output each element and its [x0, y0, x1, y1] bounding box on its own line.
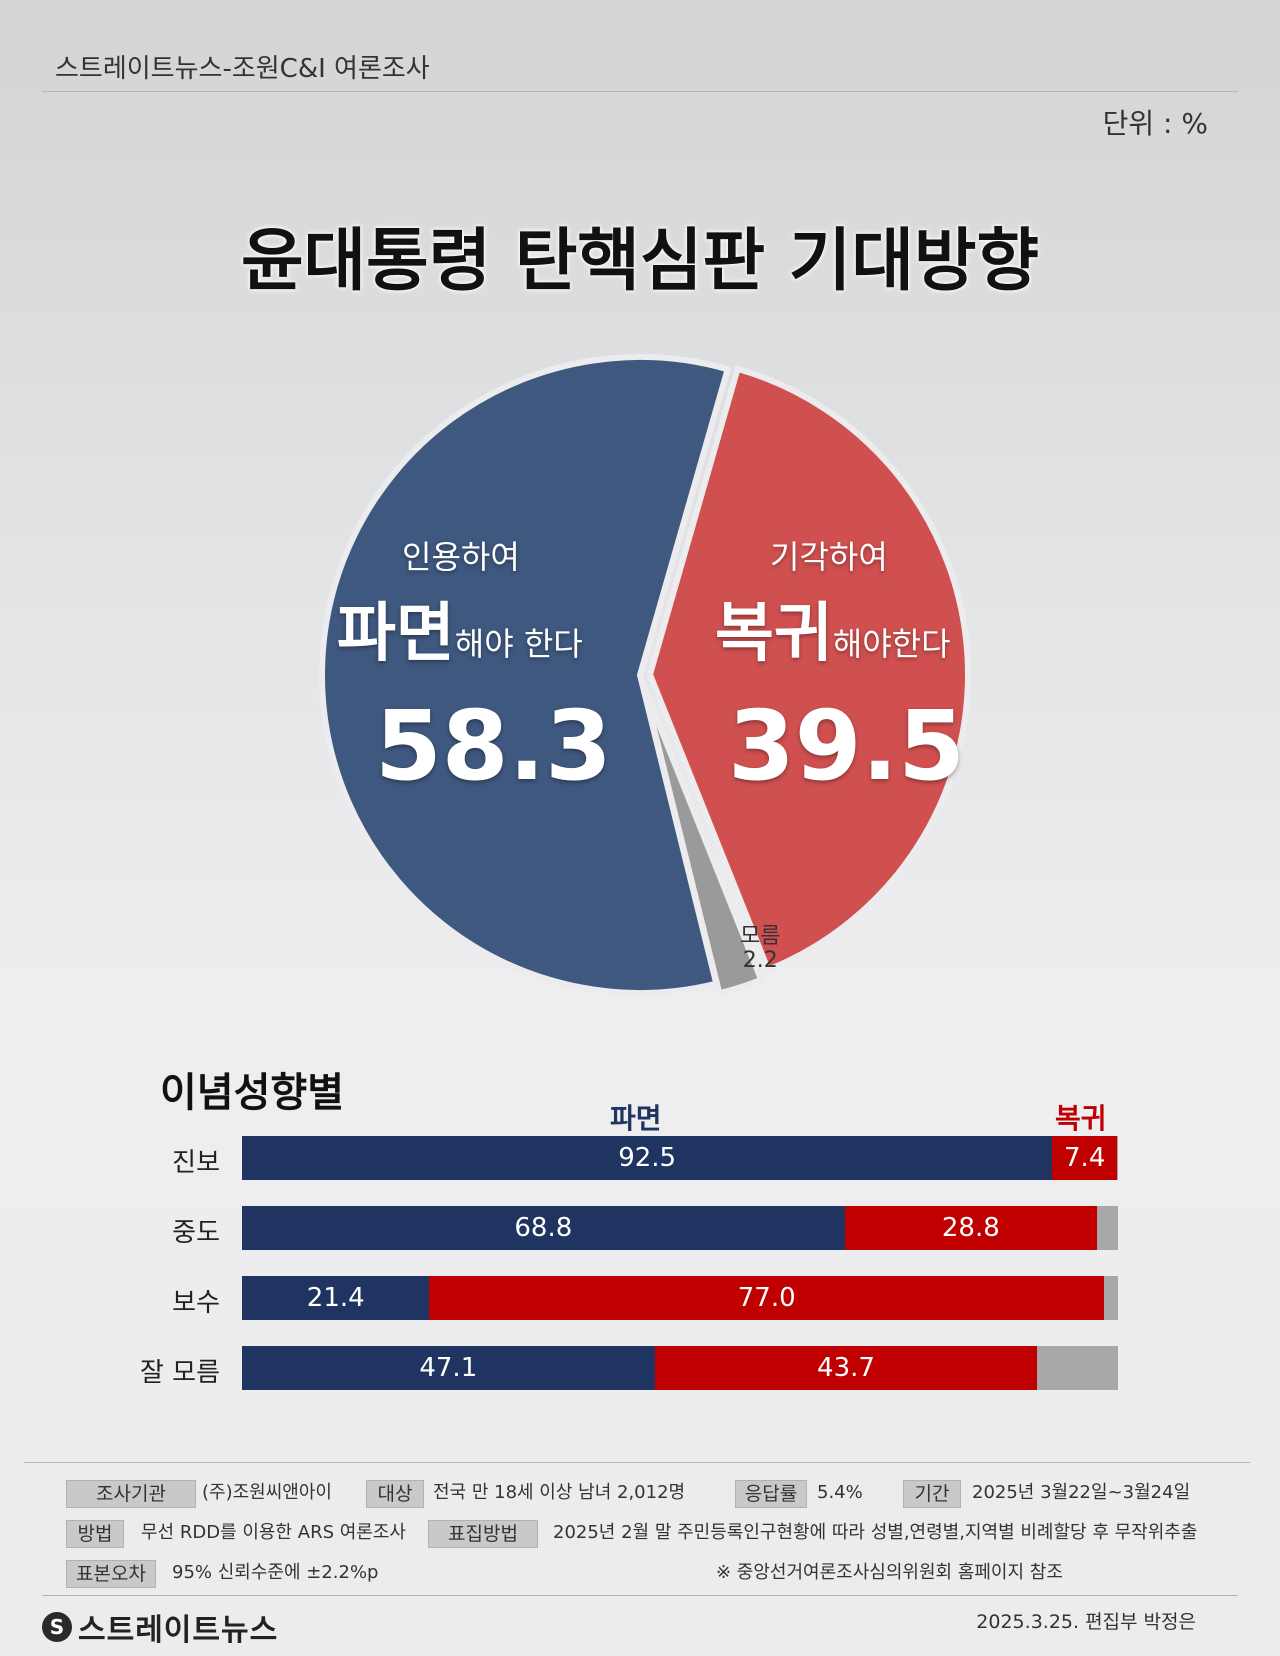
info-tag-period: 기간 [903, 1480, 961, 1508]
info-response: 5.4% [817, 1482, 863, 1503]
pie-label-dontknow-text: 모름 [740, 924, 781, 949]
pie-slice-paemyeon [319, 354, 732, 996]
bar-data-label: 21.4 [306, 1283, 365, 1313]
bar-segment-bokgwi: 43.7 [654, 1346, 1038, 1390]
info-tag-response: 응답률 [735, 1480, 807, 1508]
bar-row: 92.5 7.4 [242, 1136, 1118, 1180]
pie-slice-dontknow [640, 683, 766, 997]
info-method: 무선 RDD를 이용한 ARS 여론조사 [141, 1522, 406, 1543]
unit-label: 단위 : % [1102, 107, 1208, 140]
bar-data-label: 7.4 [1064, 1143, 1106, 1173]
section-title: 이념성향별 [160, 1070, 344, 1116]
bar-segment-dontknow [1103, 1276, 1118, 1320]
bar-data-label: 77.0 [737, 1283, 796, 1313]
pie-label-left-small: 해야 한다 [454, 625, 583, 663]
info-tag-sampling: 표집방법 [428, 1520, 538, 1548]
info-tag-method: 방법 [66, 1520, 124, 1548]
source-label: 스트레이트뉴스-조원C&I 여론조사 [55, 54, 430, 84]
credit-label: 2025.3.25. 편집부 박정은 [976, 1611, 1196, 1633]
logo: S 스트레이트뉴스 [42, 1605, 278, 1649]
info-tag-target: 대상 [366, 1480, 424, 1508]
bar-data-label: 68.8 [514, 1213, 573, 1243]
bar-category-label: 진보 [172, 1148, 220, 1178]
bar-segment-paemyeon: 68.8 [242, 1206, 845, 1250]
logo-icon: S [42, 1612, 72, 1642]
chart-title: 윤대통령 탄핵심판 기대방향 [240, 222, 1040, 301]
pie-label-right-big: 복귀 [715, 597, 833, 671]
pie-label-right-sub: 기각하여 [770, 538, 888, 576]
bar-segment-dontknow [1037, 1346, 1118, 1390]
bar-segment-dontknow [1096, 1206, 1118, 1250]
pie-label-left: 파면해야 한다 [337, 582, 583, 674]
top-divider [42, 91, 1238, 92]
pie-value-right: 39.5 [728, 690, 965, 802]
info-period: 2025년 3월22일~3월24일 [972, 1482, 1191, 1503]
pie-label-left-sub: 인용하여 [402, 538, 520, 576]
info-org: (주)조원씨앤아이 [202, 1482, 332, 1503]
bar-category-label: 중도 [172, 1218, 220, 1248]
bar-segment-bokgwi: 28.8 [844, 1206, 1097, 1250]
info-target: 전국 만 18세 이상 남녀 2,012명 [433, 1482, 686, 1503]
bar-row: 47.1 43.7 [242, 1346, 1118, 1390]
bar-segment-dontknow [1117, 1136, 1118, 1180]
bar-segment-bokgwi: 7.4 [1052, 1136, 1118, 1180]
bar-data-label: 92.5 [618, 1143, 677, 1173]
bar-data-label: 47.1 [419, 1353, 478, 1383]
footer-divider [42, 1595, 1238, 1596]
bar-category-label: 잘 모름 [139, 1358, 220, 1388]
bar-data-label: 28.8 [941, 1213, 1000, 1243]
bar-data-label: 43.7 [817, 1353, 875, 1383]
bar-segment-paemyeon: 92.5 [242, 1136, 1053, 1180]
pie-value-dontknow: 2.2 [742, 948, 778, 973]
pie-label-left-big: 파면 [337, 597, 455, 671]
legend-bokgwi: 복귀 [1055, 1102, 1107, 1135]
info-note: ※ 중앙선거여론조사심의위원회 홈페이지 참조 [716, 1562, 1063, 1583]
bar-category-label: 보수 [172, 1288, 220, 1318]
pie-label-right-small: 해야한다 [832, 625, 951, 663]
logo-text: 스트레이트뉴스 [78, 1613, 279, 1648]
bar-row: 21.4 77.0 [242, 1276, 1118, 1320]
bar-row: 68.8 28.8 [242, 1206, 1118, 1250]
pie-value-left: 58.3 [375, 690, 612, 802]
bar-segment-bokgwi: 77.0 [429, 1276, 1104, 1320]
pie-chart [319, 354, 971, 997]
pie-label-right: 복귀해야한다 [715, 582, 951, 674]
pie-slice-bokgwi [646, 365, 971, 974]
info-error: 95% 신뢰수준에 ±2.2%p [172, 1562, 379, 1583]
info-sampling: 2025년 2월 말 주민등록인구현황에 따라 성별,연령별,지역별 비례할당 … [553, 1522, 1198, 1543]
info-tag-error: 표본오차 [66, 1560, 156, 1588]
bar-segment-paemyeon: 21.4 [242, 1276, 430, 1320]
info-tag-org: 조사기관 [66, 1480, 196, 1508]
legend-paemyeon: 파면 [610, 1102, 662, 1135]
bar-segment-paemyeon: 47.1 [242, 1346, 655, 1390]
pie-label-dontknow: 모름 2.2 [740, 925, 780, 973]
bottom-divider [24, 1462, 1250, 1463]
